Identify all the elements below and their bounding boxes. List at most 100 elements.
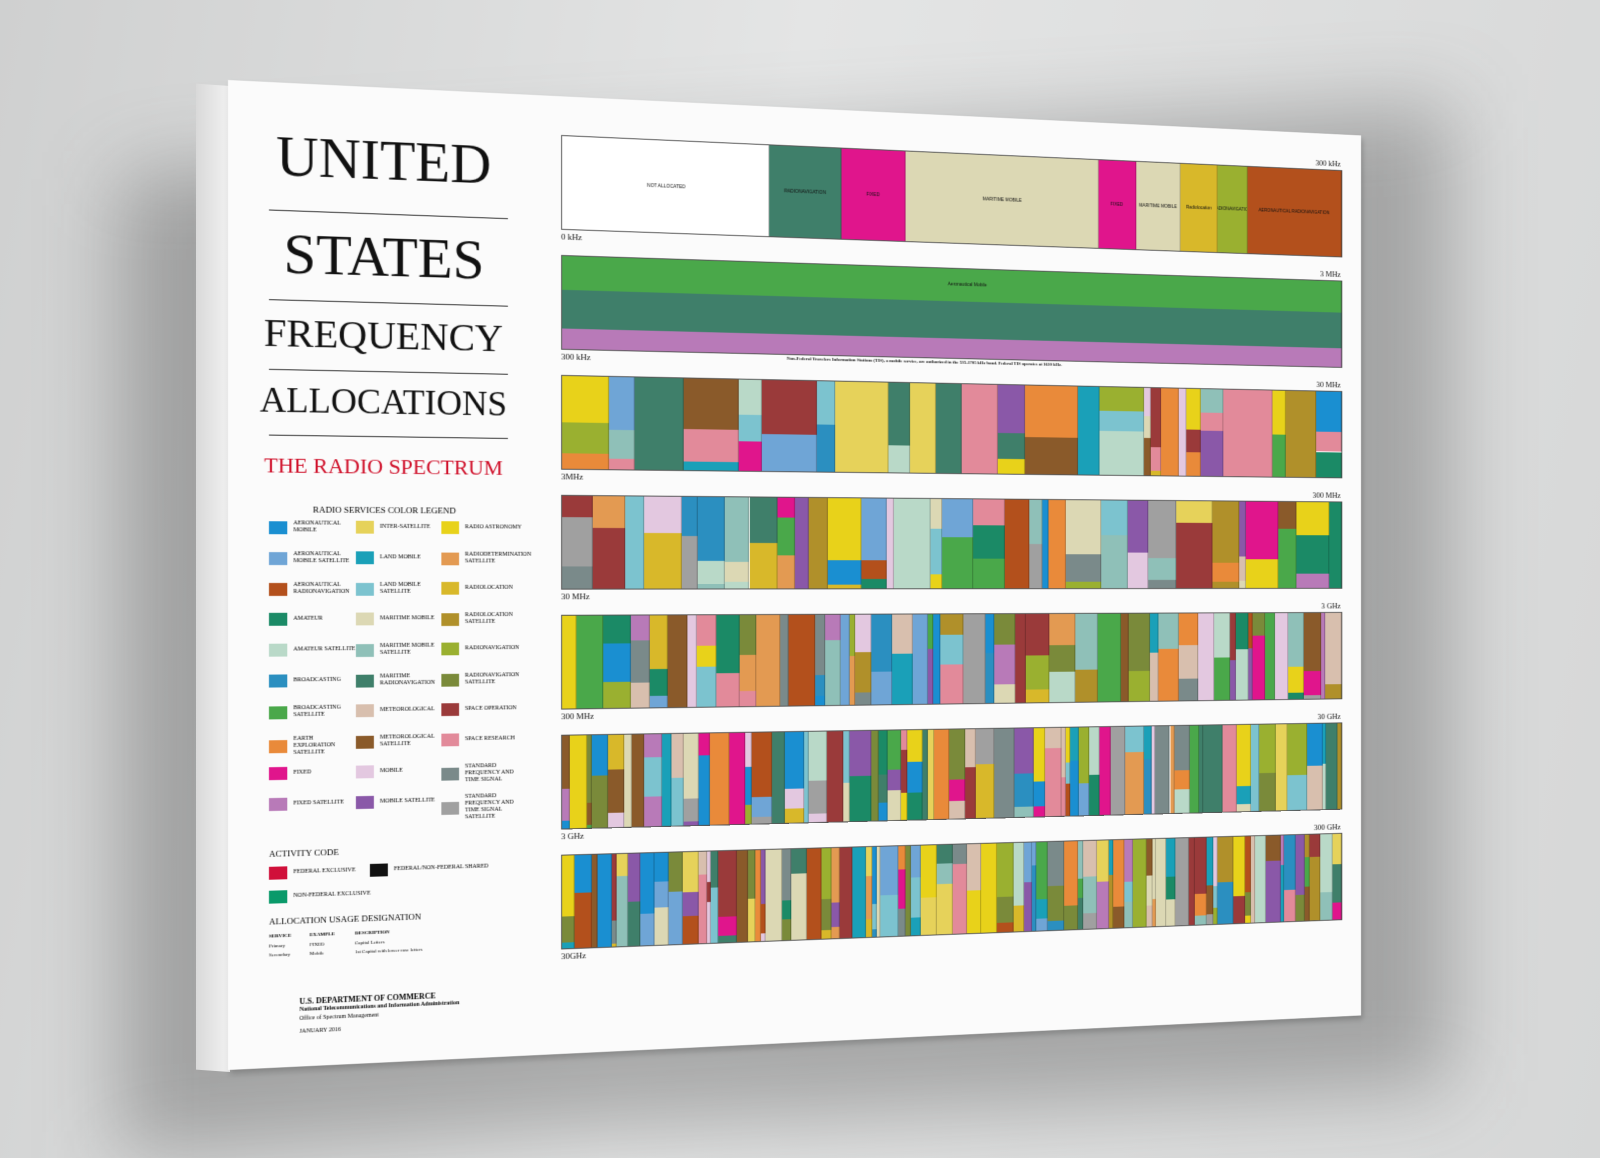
allocation-block — [880, 894, 899, 937]
allocation-block — [843, 731, 851, 784]
allocation-block — [1185, 451, 1202, 476]
allocation-block — [698, 754, 711, 826]
allocation-block — [912, 614, 929, 705]
allocation-block — [1178, 388, 1186, 476]
legend-label: AERONAUTICAL MOBILE — [293, 520, 341, 534]
allocation-block — [1125, 751, 1144, 815]
allocation-block — [972, 499, 1005, 526]
allocation-block — [1332, 833, 1342, 865]
allocation-block — [643, 796, 663, 827]
allocation-block — [716, 672, 740, 707]
allocation-block — [994, 728, 1015, 818]
allocation-block — [893, 498, 931, 589]
usage-cell: Secondary — [268, 952, 291, 959]
allocation-block — [718, 915, 737, 936]
allocation-block — [1296, 573, 1329, 588]
allocation-block — [887, 789, 902, 821]
allocation-block — [1120, 613, 1129, 702]
allocation-block — [816, 424, 836, 472]
allocation-block — [1004, 499, 1030, 589]
allocation-block — [1176, 500, 1213, 523]
legend-label: LAND MOBILE — [379, 554, 421, 561]
allocation-block — [878, 774, 888, 803]
allocation-block — [671, 777, 684, 826]
allocation-block — [1287, 775, 1307, 811]
band-start: 30GHz — [561, 950, 587, 962]
allocation-block — [597, 854, 612, 948]
title-word: ALLOCATIONS — [259, 379, 507, 424]
legend-swatch — [355, 520, 374, 534]
allocation-block — [907, 792, 923, 820]
usage-header: EXAMPLE — [309, 932, 335, 939]
allocation-block — [815, 614, 826, 676]
allocation-block — [843, 783, 851, 822]
allocation-block — [777, 517, 795, 556]
allocation-block — [1178, 678, 1198, 701]
legend-label: BROADCASTING SATELLITE — [293, 704, 341, 719]
allocation-block — [682, 892, 699, 917]
legend-label: BROADCASTING — [293, 676, 341, 684]
allocation-block — [644, 496, 682, 533]
office: Office of Spectrum Management — [299, 1012, 379, 1022]
allocation-block — [739, 379, 762, 415]
allocation-block — [920, 845, 937, 898]
allocation-block — [910, 917, 921, 936]
allocation-block — [1143, 387, 1151, 417]
legend-swatch — [441, 521, 460, 535]
allocation-block — [825, 614, 841, 641]
allocation-block — [1266, 860, 1281, 923]
allocation-block — [662, 733, 672, 827]
allocation-block — [936, 863, 954, 885]
allocation-block — [711, 887, 719, 943]
allocation-block — [1150, 446, 1162, 472]
allocation-block — [640, 853, 655, 915]
allocation-block — [816, 381, 836, 425]
allocation-block — [1113, 906, 1124, 928]
legend-swatch — [268, 705, 288, 719]
legend-swatch — [355, 643, 374, 657]
allocation-block — [1178, 613, 1198, 646]
allocation-block — [1203, 725, 1223, 813]
allocation-block — [671, 733, 684, 778]
allocation-block — [821, 848, 832, 899]
allocation-block — [569, 784, 588, 829]
legend-swatch — [268, 551, 288, 565]
allocation-block — [888, 382, 911, 446]
legend-item: MOBILE SATELLITE — [355, 794, 441, 810]
allocation-block — [788, 614, 816, 706]
allocation-block — [1197, 613, 1215, 701]
allocation-block — [683, 428, 740, 462]
title-word: UNITED — [276, 123, 492, 197]
allocation-block — [1088, 774, 1100, 816]
allocation-block — [996, 842, 1014, 897]
band-end: 30 MHz — [1316, 379, 1341, 390]
allocation-block — [1150, 652, 1159, 701]
allocation-block — [1264, 613, 1275, 700]
allocation-block — [972, 524, 1005, 559]
allocation-block — [630, 615, 650, 641]
allocation-block — [994, 684, 1016, 703]
activity-swatch — [369, 863, 388, 877]
allocation-block — [1088, 727, 1100, 776]
allocation-block — [631, 734, 644, 827]
allocation-block — [898, 869, 906, 909]
allocation-block — [602, 615, 631, 644]
allocation-block — [1025, 655, 1050, 690]
legend-item: MARITIME MOBILE — [355, 612, 441, 626]
allocation-block — [1195, 893, 1207, 916]
allocation-block — [1078, 782, 1089, 816]
allocation-block — [682, 851, 699, 893]
activity-label: NON-FEDERAL EXCLUSIVE — [293, 890, 371, 899]
legend-swatch — [441, 642, 460, 656]
allocation-block — [1127, 500, 1148, 553]
allocation-block — [710, 733, 730, 825]
legend-swatch — [355, 735, 374, 749]
legend-label: MARITIME RADIONAVIGATION — [379, 673, 436, 687]
allocation-block — [592, 734, 608, 776]
allocation-block — [1285, 390, 1317, 478]
allocation-block — [1069, 727, 1079, 761]
allocation-block — [1033, 806, 1046, 817]
allocation-block — [602, 681, 631, 709]
activity-title: ACTIVITY CODE — [268, 847, 339, 859]
allocation-block — [562, 615, 577, 709]
